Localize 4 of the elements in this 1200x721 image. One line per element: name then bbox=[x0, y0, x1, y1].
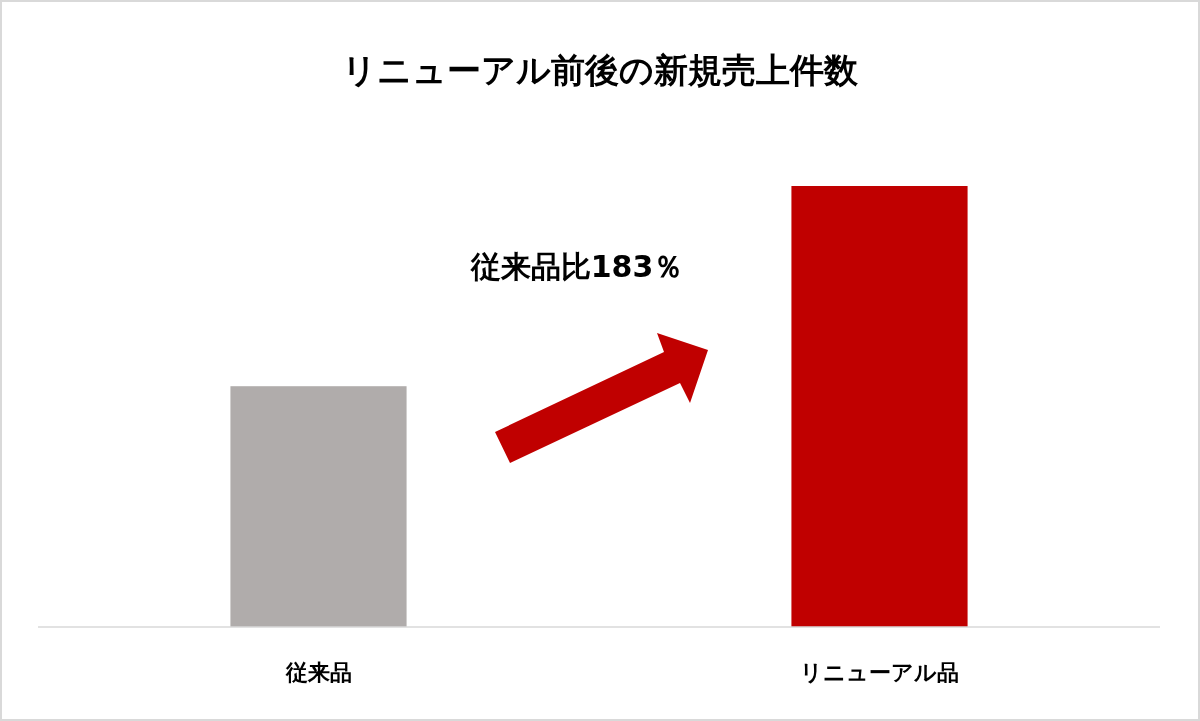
x-tick-label: 従来品 bbox=[284, 660, 352, 685]
x-tick-label: リニューアル品 bbox=[800, 660, 959, 685]
chart-title: リニューアル前後の新規売上件数 bbox=[342, 50, 859, 90]
annotation: 従来品比183％ bbox=[469, 249, 684, 284]
